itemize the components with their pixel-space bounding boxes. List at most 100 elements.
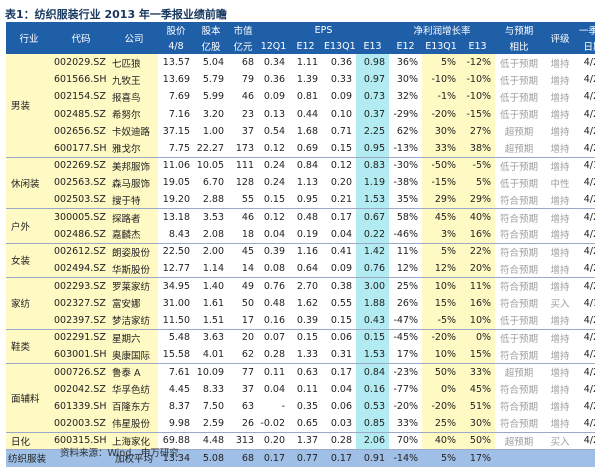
rating: 增持 [550, 161, 570, 173]
company-name: 奥康国际 [110, 346, 158, 364]
eps-e13q1: 0.09 [330, 91, 352, 103]
company-name: 梦洁家纺 [110, 311, 158, 330]
header-price-date: 4/8 [158, 38, 194, 54]
table-row: 户外 300005.SZ 探路者 13.18 3.53 46 0.12 0.48 0.17 0.6… [6, 208, 595, 244]
price: 5.48 [168, 332, 190, 344]
eps-12q1: 0.04 [258, 225, 289, 244]
rating: 增持 [543, 260, 578, 278]
table-row: 男装 002029.SZ 七匹狼 13.57 5.04 68 0.34 1.11 0.36 0.9… [6, 54, 595, 158]
growth-e12: 32% [396, 91, 419, 103]
growth-e13: 20% [460, 260, 496, 278]
total-cell: 5% [422, 448, 461, 467]
company-name: 华孚色纺 [110, 380, 158, 398]
header-eps-e12: E12 [289, 38, 322, 54]
vs-expectation: 符合预期 [500, 213, 539, 225]
growth-e13: 16% [460, 225, 496, 244]
table-row: 600177.SH 雅戈尔 7.75 22.27 173 0.12 0.69 0.15 0.95… [6, 139, 595, 158]
report-date: 4/23 [583, 125, 595, 137]
vs-expectation: 符合预期 [495, 191, 544, 210]
growth-e13q1: -20% [422, 105, 461, 123]
eps-e13q1: 0.10 [330, 108, 352, 120]
table-row: 女装 002612.SZ 朗姿股份 22.50 2.00 45 0.39 1.16 0.41 1.… [6, 243, 595, 278]
eps-e13: 0.84 [356, 363, 390, 381]
eps-e12: 0.69 [289, 139, 322, 158]
eps-e13: 1.42 [356, 243, 390, 261]
growth-e12: 70% [389, 432, 423, 450]
growth-e12: -30% [393, 160, 419, 172]
market-cap: 37 [241, 383, 254, 395]
eps-e13: 2.06 [356, 432, 390, 450]
shares: 10.09 [196, 366, 224, 378]
rating: 增持 [543, 191, 578, 210]
eps-e13q1: 0.17 [330, 366, 352, 378]
eps-e13: 0.76 [356, 260, 390, 278]
eps-e12: 1.62 [296, 297, 318, 309]
vs-expectation: 低于预期 [500, 92, 539, 104]
eps-e13q1: 0.15 [322, 311, 356, 330]
growth-e13q1: -50% [422, 157, 461, 175]
growth-e13q1: 5% [422, 243, 461, 261]
growth-e13q1: -20% [422, 329, 461, 347]
growth-e13: 0% [460, 329, 496, 347]
price: 8.43 [158, 225, 194, 244]
growth-e13q1: 10% [422, 346, 461, 364]
vs-expectation: 超预期 [504, 368, 534, 380]
table-title: 表1：纺织服装行业 2013 年一季报业绩前瞻 [5, 8, 227, 21]
growth-e12: -77% [393, 383, 419, 395]
rating: 买入 [543, 432, 578, 450]
eps-12q1: 0.76 [263, 280, 285, 292]
industry-category: 户外 [6, 208, 52, 244]
company-name: 嘉麟杰 [110, 225, 158, 244]
growth-e13: 40% [460, 208, 496, 226]
shares: 8.33 [202, 383, 224, 395]
company-name: 华斯股份 [110, 260, 158, 278]
eps-12q1: 0.24 [263, 160, 285, 172]
eps-e13: 3.00 [356, 277, 390, 295]
eps-12q1: - [281, 400, 285, 412]
stock-code: 603001.SH [52, 346, 110, 364]
growth-e13q1: 5% [422, 54, 461, 72]
report-date: 4/25 [583, 246, 595, 258]
eps-e12: 2.70 [296, 280, 318, 292]
company-name: 卡奴迪路 [110, 122, 158, 140]
eps-e13: 0.37 [356, 105, 390, 123]
source-note: 资料来源：Wind、申万研究 [60, 448, 179, 459]
price: 19.20 [158, 191, 194, 210]
market-cap: 17 [228, 311, 258, 330]
eps-e13: 0.22 [356, 225, 390, 244]
eps-12q1: 0.04 [263, 383, 285, 395]
company-name: 上海家化 [110, 432, 158, 450]
market-cap: 111 [235, 160, 254, 172]
total-cell: 0.17 [258, 448, 289, 467]
company-name: 探路者 [110, 208, 158, 226]
market-cap: 173 [228, 139, 258, 158]
rating: 增持 [550, 385, 570, 397]
eps-e12: 1.68 [296, 125, 318, 137]
rating: 增持 [543, 311, 578, 330]
total-cell: 加权平均 [110, 448, 158, 467]
growth-e13: -12% [460, 54, 496, 72]
growth-e13: 38% [460, 139, 496, 158]
growth-e12: 26% [396, 297, 419, 309]
growth-e13: 15% [460, 346, 496, 364]
report-date: 4/25 [583, 91, 595, 103]
eps-e12: 0.95 [289, 191, 322, 210]
company-name: 富安娜 [110, 294, 158, 312]
eps-e13: 0.16 [356, 380, 390, 398]
shares: 3.53 [202, 212, 224, 224]
shares: 10.05 [196, 160, 224, 172]
eps-12q1: 0.39 [263, 246, 285, 258]
total-cell: 17% [460, 448, 496, 467]
price: 13.18 [162, 212, 190, 224]
eps-e13q1: 0.12 [330, 160, 352, 172]
price: 13.57 [162, 57, 190, 69]
shares: 7.50 [202, 400, 224, 412]
growth-e12: -46% [389, 225, 423, 244]
rating: 增持 [550, 110, 570, 122]
earnings-table: 行业 代码 公司 股价 股本 市值 EPS 净利润增长率 与预期 评级 一季报 … [6, 22, 595, 467]
rating: 中性 [550, 178, 570, 190]
eps-e12: 0.35 [296, 400, 318, 412]
stock-code: 002293.SZ [52, 277, 110, 295]
growth-e13: -10% [460, 88, 496, 106]
header-shares-unit: 亿股 [194, 38, 228, 54]
